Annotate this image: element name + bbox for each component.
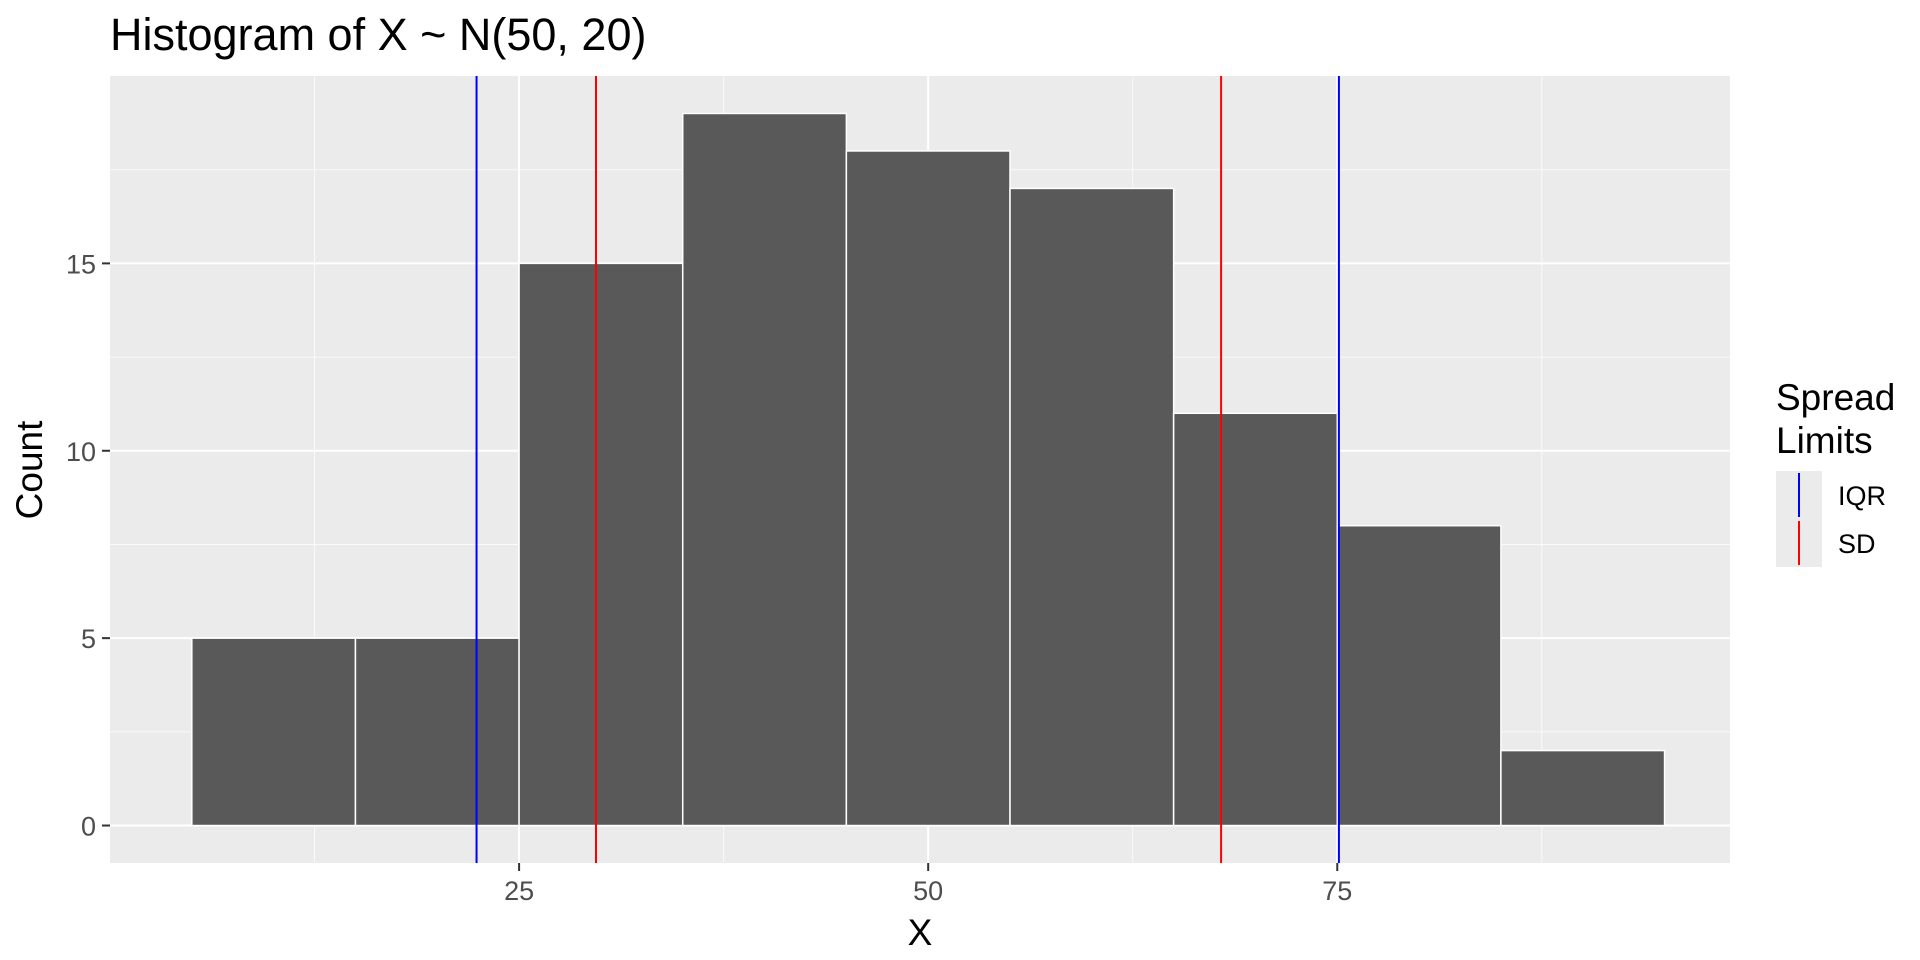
- y-tick-label: 15: [66, 249, 96, 279]
- histogram-bar-8: [1336, 524, 1502, 827]
- histogram-bar-4: [681, 112, 848, 827]
- legend-keys: IQR SD: [1776, 471, 1886, 567]
- x-axis-title: X: [908, 912, 933, 953]
- y-axis: 0 5 10 15: [66, 249, 110, 842]
- y-axis-title: Count: [9, 420, 50, 519]
- histogram-bars: [191, 112, 1666, 827]
- x-tick-label: 50: [913, 876, 943, 906]
- x-axis: 25 50 75: [504, 863, 1352, 906]
- x-tick-label: 75: [1322, 876, 1352, 906]
- y-tick-label: 5: [81, 624, 96, 654]
- y-tick-label: 0: [81, 812, 96, 842]
- histogram-bar-1: [191, 637, 357, 827]
- legend-title-line-2: Limits: [1776, 420, 1873, 461]
- histogram-bar-9: [1500, 749, 1666, 827]
- legend: Spread Limits IQR SD: [1776, 377, 1895, 567]
- legend-label-iqr: IQR: [1838, 481, 1886, 511]
- x-tick-label: 25: [504, 876, 534, 906]
- legend-label-sd: SD: [1838, 529, 1876, 559]
- histogram-bar-2: [354, 637, 520, 827]
- histogram-bar-7: [1172, 412, 1339, 827]
- chart-title: Histogram of X ~ N(50, 20): [110, 9, 646, 60]
- histogram-bar-3: [518, 262, 684, 827]
- y-tick-label: 10: [66, 437, 96, 467]
- spread-limit-lines: [475, 76, 1340, 863]
- histogram-bar-6: [1009, 187, 1175, 827]
- histogram-bar-5: [845, 150, 1011, 827]
- legend-title-line-1: Spread: [1776, 377, 1895, 418]
